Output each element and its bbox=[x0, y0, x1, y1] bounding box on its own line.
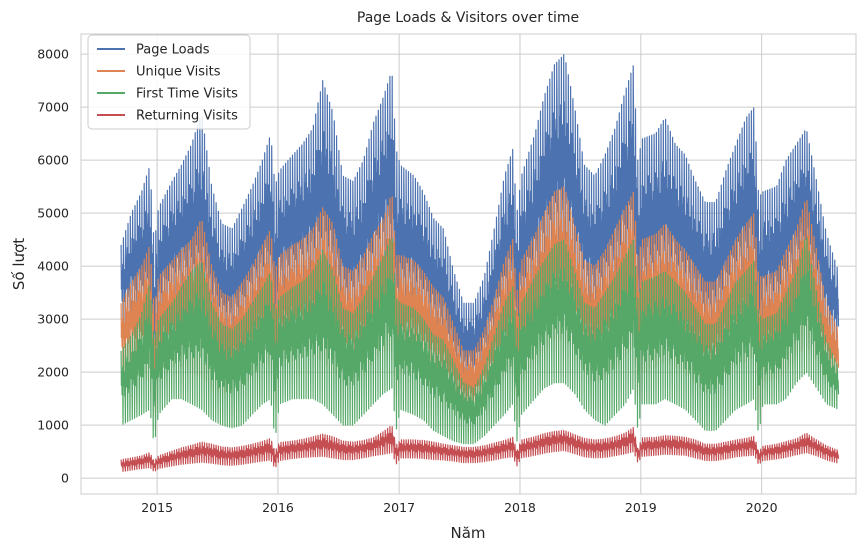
y-tick-label: 2000 bbox=[37, 365, 69, 380]
legend-label: First Time Visits bbox=[136, 87, 238, 102]
y-tick-label: 3000 bbox=[37, 312, 69, 327]
series-layer bbox=[120, 54, 840, 472]
x-tick-label: 2020 bbox=[746, 500, 778, 515]
x-tick-label: 2019 bbox=[625, 500, 657, 515]
y-tick-label: 5000 bbox=[37, 206, 69, 221]
legend-box bbox=[87, 34, 251, 130]
legend-label: Page Loads bbox=[136, 43, 210, 58]
x-tick-label: 2017 bbox=[383, 500, 415, 515]
y-axis-label: Số lượt bbox=[10, 238, 28, 290]
x-tick-label: 2015 bbox=[141, 500, 173, 515]
series-line-2 bbox=[120, 237, 840, 445]
x-tick-label: 2018 bbox=[504, 500, 536, 515]
y-tick-label: 4000 bbox=[37, 259, 69, 274]
y-tick-label: 6000 bbox=[37, 153, 69, 168]
y-tick-label: 1000 bbox=[37, 418, 69, 433]
y-tick-label: 0 bbox=[61, 471, 69, 486]
y-tick-label: 7000 bbox=[37, 100, 69, 115]
x-axis-ticks: 2015 2016 2017 2018 2019 2020 bbox=[141, 500, 777, 515]
chart-title: Page Loads & Visitors over time bbox=[357, 10, 579, 26]
x-axis-label: Năm bbox=[450, 524, 485, 542]
legend: Page Loads Unique Visits First Time Visits… bbox=[87, 34, 251, 130]
legend-label: Unique Visits bbox=[136, 65, 221, 80]
plot-frame bbox=[80, 33, 857, 495]
legend-label: Returning Visits bbox=[136, 109, 238, 124]
y-tick-label: 8000 bbox=[37, 47, 69, 62]
series-line-3 bbox=[120, 426, 840, 472]
x-tick-label: 2016 bbox=[262, 500, 294, 515]
y-axis-ticks: 0 1000 2000 3000 4000 5000 6000 7000 8000 bbox=[37, 47, 69, 486]
